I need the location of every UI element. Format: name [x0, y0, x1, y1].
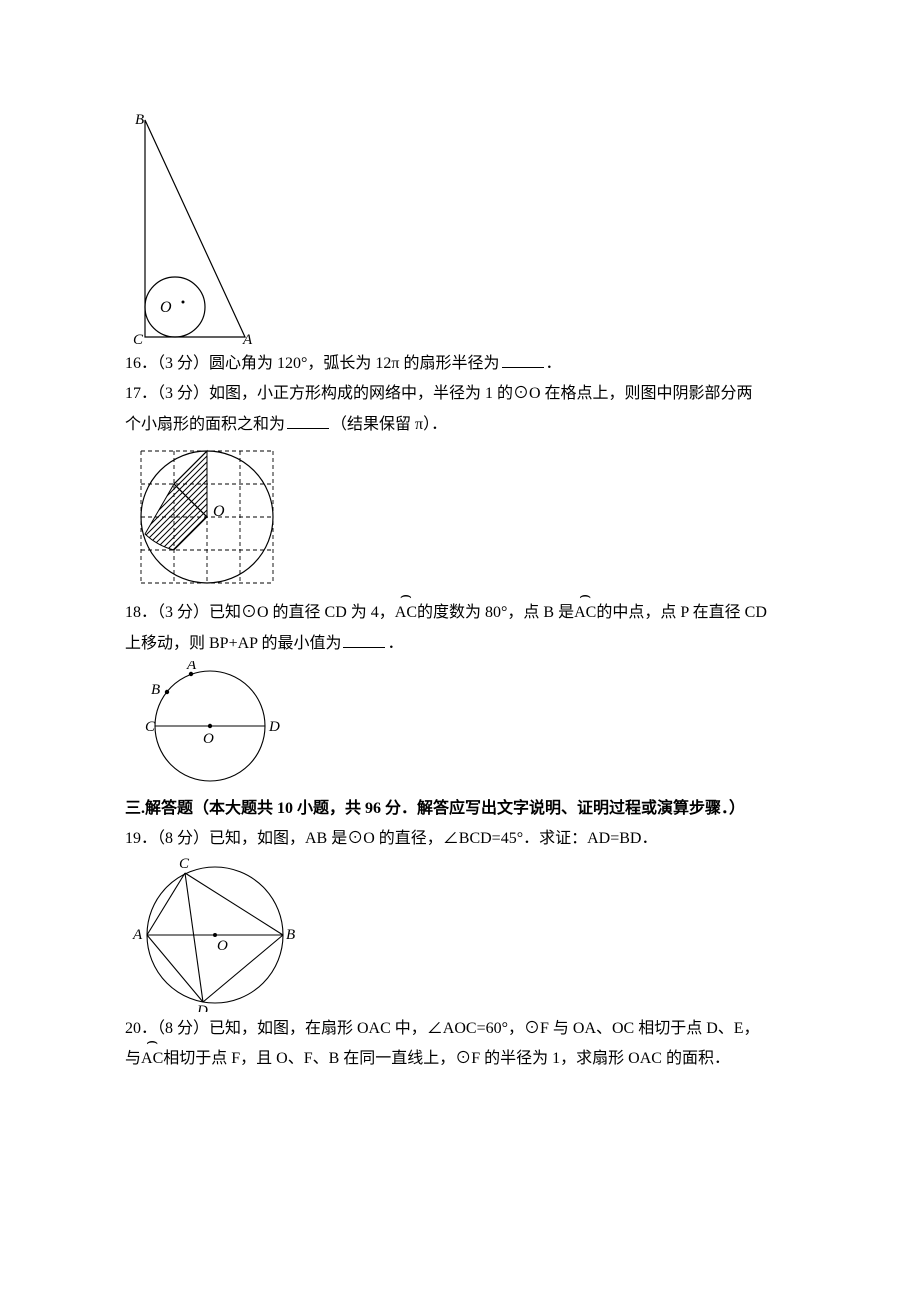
svg-text:D: D	[268, 719, 280, 735]
question-18-line1: 18．（3 分）已知⊙O 的直径 CD 为 4，AC的度数为 80°，点 B 是…	[125, 598, 795, 628]
q20-arc: AC	[141, 1044, 163, 1074]
question-16: 16．（3 分）圆心角为 120°，弧长为 12π 的扇形半径为 ．	[125, 349, 795, 379]
question-18-line2: 上移动，则 BP+AP 的最小值为 ．	[125, 629, 795, 659]
svg-text:C: C	[133, 332, 144, 347]
q16-val: 12π	[375, 355, 399, 372]
q18-line1c: 的中点，点 P 在直径 CD	[596, 604, 767, 621]
q16-suffix: ．	[546, 355, 562, 372]
svg-text:C: C	[179, 857, 190, 872]
svg-q17: O	[125, 442, 275, 592]
svg-text:O: O	[213, 503, 225, 520]
svg-q19: A B C D O	[125, 857, 305, 1012]
q17-line2a: 个小扇形的面积之和为	[125, 416, 285, 433]
q17-line1a: 17．（3 分）如图，小正方形构成的网络中，半径为 1 的⊙O 在格点上，则图中…	[125, 385, 753, 402]
svg-text:D: D	[196, 1003, 208, 1012]
q18-blank	[343, 632, 385, 648]
svg-text:B: B	[151, 682, 160, 698]
question-20-line2: 与AC相切于点 F，且 O、F、B 在同一直线上，⊙F 的半径为 1，求扇形 O…	[125, 1044, 795, 1074]
q18-line1a: 18．（3 分）已知⊙O 的直径 CD 为 4，	[125, 604, 395, 621]
q18-line1b: 的度数为 80°，点 B 是	[417, 604, 574, 621]
svg-text:B: B	[135, 112, 144, 128]
q18-line2a: 上移动，则 BP+AP 的最小值为	[125, 635, 341, 652]
question-17-line2: 个小扇形的面积之和为 （结果保留 π）．	[125, 410, 795, 440]
svg-text:A: A	[186, 661, 197, 673]
q20-line2b: 相切于点 F，且 O、F、B 在同一直线上，⊙F 的半径为 1，求扇形 OAC …	[163, 1050, 730, 1067]
q18-arc2: AC	[574, 598, 596, 628]
q16-blank	[502, 352, 544, 368]
q18-arc1: AC	[395, 598, 417, 628]
svg-text:O: O	[160, 299, 172, 316]
q16-mid: 的扇形半径为	[399, 355, 499, 372]
q16-prefix: 16．（3 分）圆心角为 120°，弧长为	[125, 355, 375, 372]
figure-q19: A B C D O	[125, 857, 795, 1012]
figure-q18: C D O A B	[125, 661, 795, 786]
q17-line2b: （结果保留	[331, 416, 415, 433]
svg-text:C: C	[145, 719, 156, 735]
section-3-title: 三.解答题（本大题共 10 小题，共 96 分．解答应写出文字说明、证明过程或演…	[125, 794, 795, 824]
q19-text: 19．（8 分）已知，如图，AB 是⊙O 的直径，∠BCD=45°．求证：AD=…	[125, 830, 657, 847]
q17-blank	[287, 413, 329, 429]
svg-text:B: B	[286, 927, 295, 943]
question-17-line1: 17．（3 分）如图，小正方形构成的网络中，半径为 1 的⊙O 在格点上，则图中…	[125, 379, 795, 409]
q17-pi: π	[415, 416, 423, 433]
svg-text:O: O	[203, 731, 214, 747]
question-20-line1: 20．（8 分）已知，如图，在扇形 OAC 中，∠AOC=60°，⊙F 与 OA…	[125, 1014, 795, 1044]
svg-text:O: O	[217, 938, 228, 954]
question-19: 19．（8 分）已知，如图，AB 是⊙O 的直径，∠BCD=45°．求证：AD=…	[125, 824, 795, 854]
section3-title-text: 三.解答题（本大题共 10 小题，共 96 分．解答应写出文字说明、证明过程或演…	[125, 800, 745, 817]
svg-text:A: A	[132, 927, 143, 943]
q20-line2a: 与	[125, 1050, 141, 1067]
svg-text:A: A	[242, 332, 253, 347]
q18-line2b: ．	[387, 635, 403, 652]
svg-q15: B C A O	[125, 112, 255, 347]
q20-line1: 20．（8 分）已知，如图，在扇形 OAC 中，∠AOC=60°，⊙F 与 OA…	[125, 1020, 760, 1037]
svg-q18: C D O A B	[125, 661, 295, 786]
figure-q17: O	[125, 442, 795, 592]
figure-q15: B C A O	[125, 112, 795, 347]
q17-line2d: ）．	[423, 416, 447, 433]
